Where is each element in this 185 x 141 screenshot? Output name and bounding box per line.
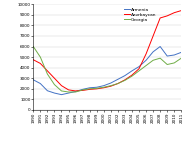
Azərbaycan	[166, 15, 168, 17]
Line: Armenia: Armenia	[33, 47, 181, 95]
Line: Georgia: Georgia	[33, 47, 181, 92]
Azərbaycan	[89, 89, 91, 90]
Armenia	[67, 92, 70, 94]
Azərbaycan	[53, 77, 55, 79]
Armenia	[103, 85, 105, 86]
Armenia	[96, 86, 98, 88]
Azərbaycan	[145, 53, 147, 55]
Azərbaycan	[67, 89, 70, 91]
Georgia	[46, 73, 48, 75]
Georgia	[173, 62, 175, 64]
Georgia	[67, 91, 70, 93]
Azərbaycan	[124, 79, 126, 81]
Azərbaycan	[180, 10, 182, 11]
Georgia	[110, 85, 112, 86]
Georgia	[166, 64, 168, 65]
Georgia	[152, 60, 154, 61]
Armenia	[110, 82, 112, 84]
Georgia	[39, 56, 41, 58]
Armenia	[53, 92, 55, 94]
Armenia	[75, 91, 77, 92]
Georgia	[89, 88, 91, 90]
Georgia	[145, 65, 147, 66]
Azərbaycan	[39, 63, 41, 64]
Armenia	[46, 90, 48, 92]
Armenia	[124, 75, 126, 76]
Armenia	[60, 94, 63, 95]
Azərbaycan	[173, 12, 175, 14]
Armenia	[131, 70, 133, 72]
Armenia	[145, 60, 147, 61]
Georgia	[53, 84, 55, 85]
Azərbaycan	[159, 17, 161, 19]
Georgia	[180, 57, 182, 59]
Armenia	[173, 54, 175, 56]
Georgia	[32, 46, 34, 47]
Armenia	[152, 51, 154, 53]
Georgia	[103, 86, 105, 88]
Azərbaycan	[96, 88, 98, 90]
Armenia	[82, 89, 84, 90]
Azərbaycan	[131, 74, 133, 76]
Armenia	[159, 46, 161, 47]
Azərbaycan	[60, 85, 63, 86]
Georgia	[75, 91, 77, 93]
Georgia	[60, 90, 63, 92]
Armenia	[166, 55, 168, 57]
Georgia	[159, 57, 161, 59]
Armenia	[89, 87, 91, 89]
Georgia	[138, 70, 140, 72]
Armenia	[180, 51, 182, 53]
Azərbaycan	[46, 70, 48, 72]
Azərbaycan	[32, 59, 34, 61]
Armenia	[138, 66, 140, 68]
Azərbaycan	[138, 68, 140, 70]
Georgia	[96, 87, 98, 89]
Georgia	[117, 83, 119, 84]
Azərbaycan	[117, 83, 119, 84]
Azərbaycan	[75, 90, 77, 92]
Azərbaycan	[152, 35, 154, 37]
Armenia	[32, 79, 34, 81]
Legend: Armenia, Azərbaycan, Georgia: Armenia, Azərbaycan, Georgia	[124, 7, 157, 22]
Azərbaycan	[103, 87, 105, 89]
Line: Azərbaycan: Azərbaycan	[33, 11, 181, 91]
Georgia	[124, 80, 126, 81]
Georgia	[82, 89, 84, 91]
Azərbaycan	[82, 90, 84, 91]
Azərbaycan	[110, 85, 112, 87]
Armenia	[39, 83, 41, 84]
Armenia	[117, 78, 119, 80]
Georgia	[131, 75, 133, 77]
